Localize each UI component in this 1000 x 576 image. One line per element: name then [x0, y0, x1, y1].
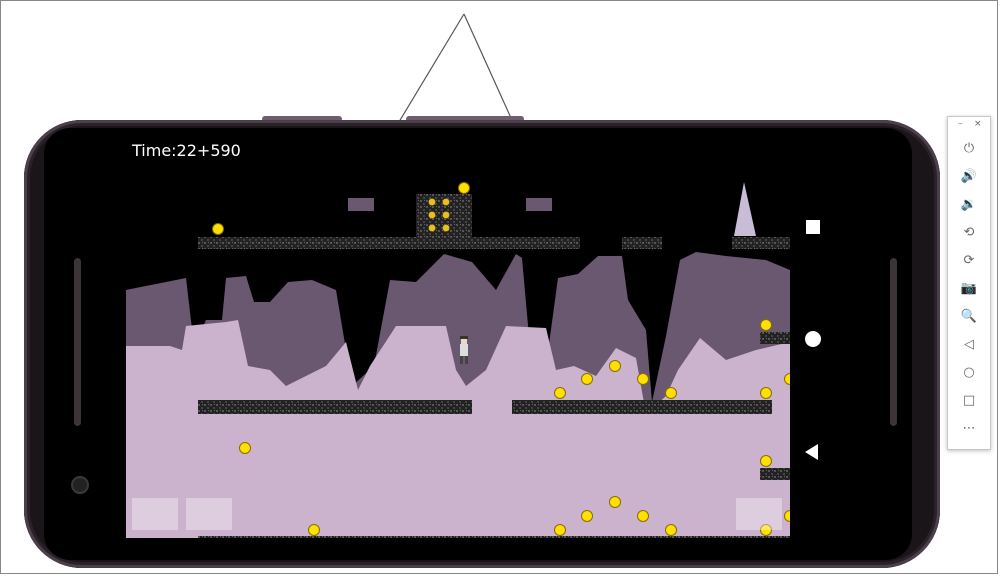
player-character — [460, 336, 468, 364]
rotate-left-icon[interactable]: ⟲ — [963, 224, 975, 240]
platform-top-right — [732, 237, 790, 249]
platform-ledge-lower — [760, 468, 790, 480]
spike-hazard — [734, 182, 756, 236]
zoom-icon[interactable]: 🔍 — [960, 308, 978, 324]
platform-middle-left — [198, 400, 472, 414]
speaker-grill-right — [890, 258, 897, 426]
platform-bottom — [198, 536, 790, 538]
rotate-right-icon[interactable]: ⟳ — [963, 252, 975, 268]
volume-up-icon[interactable]: 🔊 — [960, 168, 978, 184]
back-icon[interactable]: ◁ — [964, 336, 974, 352]
volume-down-icon[interactable]: 🔉 — [960, 196, 978, 212]
platform-middle-right — [512, 400, 772, 414]
jump-control[interactable] — [736, 498, 782, 530]
close-button[interactable]: × — [974, 119, 982, 129]
front-camera — [71, 476, 89, 494]
overview-icon[interactable]: □ — [962, 392, 976, 408]
platform-top — [198, 237, 580, 249]
move-right-control[interactable] — [186, 498, 232, 530]
move-left-control[interactable] — [132, 498, 178, 530]
minimize-button[interactable]: – — [958, 119, 963, 129]
time-counter: Time:22+590 — [132, 141, 241, 160]
back-nav-button[interactable] — [805, 444, 818, 460]
game-scene — [126, 170, 790, 538]
platform-top-small — [622, 237, 662, 249]
moving-block-right — [526, 198, 552, 211]
phone-side-button — [406, 116, 524, 122]
gold-items — [428, 198, 450, 232]
game-viewport[interactable] — [126, 170, 790, 538]
coins — [212, 182, 790, 536]
power-icon[interactable]: ⏻ — [963, 140, 975, 156]
more-icon[interactable]: ⋯ — [962, 420, 976, 436]
near-ground — [126, 320, 790, 538]
phone-side-button — [262, 116, 342, 122]
moving-block-left — [348, 198, 374, 211]
home-icon[interactable]: ○ — [963, 364, 975, 380]
camera-icon[interactable]: 📷 — [960, 280, 978, 296]
home-nav-button[interactable] — [805, 331, 821, 347]
speaker-grill-left — [74, 258, 81, 426]
platform-ledge — [760, 332, 790, 344]
emulator-toolbar: – × ⏻ 🔊 🔉 ⟲ ⟳ 📷 🔍 ◁ ○ □ ⋯ — [947, 116, 991, 450]
overview-nav-button[interactable] — [806, 220, 820, 234]
